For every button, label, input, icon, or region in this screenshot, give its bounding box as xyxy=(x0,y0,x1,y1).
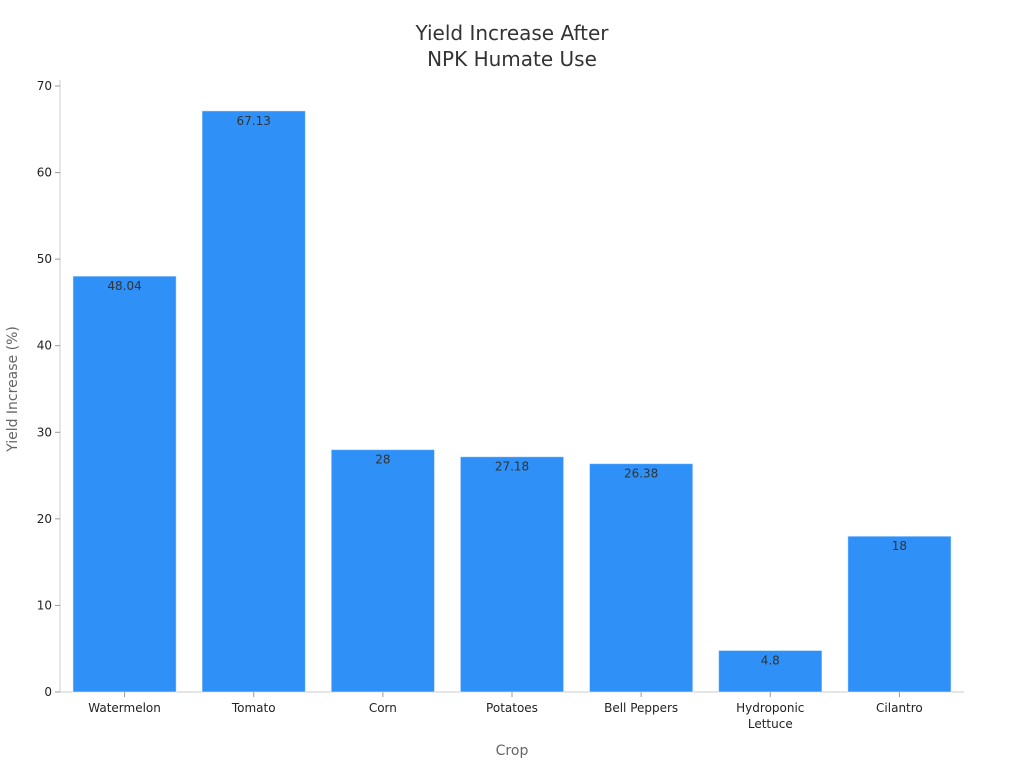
x-tick-label: Bell Peppers xyxy=(604,701,678,715)
x-tick-label: Cilantro xyxy=(876,701,923,715)
y-tick-label: 70 xyxy=(37,79,52,93)
x-tick-label: Potatoes xyxy=(486,701,538,715)
y-axis-title: Yield Increase (%) xyxy=(5,326,21,453)
x-axis-title: Crop xyxy=(496,743,529,759)
bar-value-label: 28 xyxy=(375,453,390,467)
x-tick-label: Corn xyxy=(369,701,397,715)
y-tick-label: 60 xyxy=(37,166,52,180)
bar xyxy=(847,535,952,693)
bar-value-label: 4.8 xyxy=(761,653,780,667)
chart-title-line: NPK Humate Use xyxy=(427,47,597,71)
y-tick-label: 10 xyxy=(37,598,52,612)
y-tick-label: 20 xyxy=(37,512,52,526)
bar xyxy=(330,449,436,693)
y-tick-label: 40 xyxy=(37,339,52,353)
bar-value-label: 18 xyxy=(892,539,907,553)
x-tick-label: Tomato xyxy=(231,701,276,715)
y-tick-label: 0 xyxy=(44,685,52,699)
bar-value-label: 48.04 xyxy=(107,279,141,293)
y-axis: 0 10 20 30 40 50 60 70 xyxy=(37,79,61,699)
x-axis: Watermelon Tomato Corn Potatoes Bell Peppers… xyxy=(60,691,964,731)
bar xyxy=(72,275,177,693)
chart-title-line: Yield Increase After xyxy=(415,21,610,45)
bar-value-label: 27.18 xyxy=(495,460,529,474)
data-labels: 48.04 67.13 28 27.18 26.38 4.8 18 xyxy=(107,114,907,668)
bars xyxy=(72,110,952,693)
x-tick-label: Lettuce xyxy=(748,717,793,731)
bar xyxy=(459,456,565,693)
x-tick-label: Watermelon xyxy=(88,701,161,715)
bar xyxy=(718,649,823,693)
bar-value-label: 67.13 xyxy=(237,114,271,128)
y-tick-label: 30 xyxy=(37,425,52,439)
bar-value-label: 26.38 xyxy=(624,467,658,481)
bar xyxy=(201,110,306,693)
bar xyxy=(588,463,694,693)
y-tick-label: 50 xyxy=(37,252,52,266)
x-tick-label: Hydroponic xyxy=(736,701,804,715)
